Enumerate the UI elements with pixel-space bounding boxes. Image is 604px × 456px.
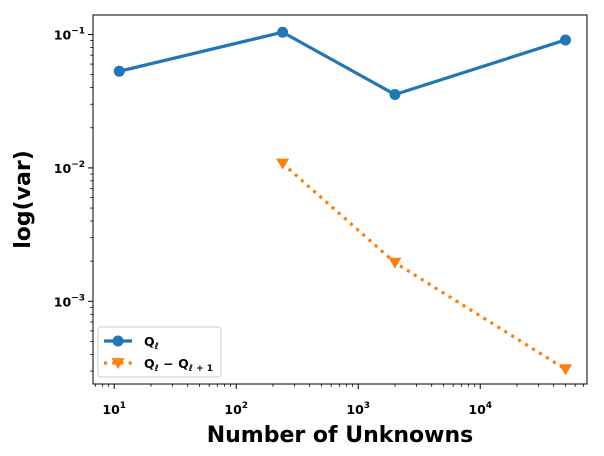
x-tick-label: 103	[346, 401, 370, 417]
legend-label: Qℓ	[144, 334, 159, 352]
y-tick-label: 10−1	[54, 26, 85, 42]
series-1-line	[118, 30, 567, 97]
series-1-point	[277, 26, 289, 38]
legend-entry: Qℓ − Qℓ + 1	[104, 356, 213, 374]
series-1-point	[389, 88, 401, 100]
y-axis-label: log(var)	[11, 150, 36, 249]
x-axis: 101 102 103 104	[94, 384, 584, 417]
x-tick-label: 102	[224, 401, 248, 417]
plot-area	[92, 14, 588, 385]
legend-entry: Qℓ	[104, 334, 159, 352]
legend-marker	[112, 335, 124, 347]
series-2-point	[276, 158, 290, 170]
y-tick-label: 10−2	[54, 160, 85, 176]
legend-label: Qℓ − Qℓ + 1	[144, 356, 213, 374]
series-2-point	[388, 257, 402, 269]
legend-marker	[111, 358, 125, 370]
x-axis-label: Number of Unknowns	[207, 423, 474, 448]
series-1	[113, 26, 572, 100]
series-2	[276, 158, 573, 376]
series-layer	[113, 26, 573, 376]
series-1-point	[560, 34, 572, 46]
x-tick-label: 101	[102, 401, 126, 417]
y-axis: 10−3 10−2 10−1	[54, 26, 93, 372]
y-tick-label: 10−3	[54, 293, 85, 309]
plot-frame	[92, 14, 588, 385]
x-tick-label: 104	[468, 401, 492, 417]
series-1-point	[113, 65, 125, 77]
series-2-point	[559, 364, 573, 376]
legend: Qℓ Qℓ − Qℓ + 1	[97, 326, 222, 378]
